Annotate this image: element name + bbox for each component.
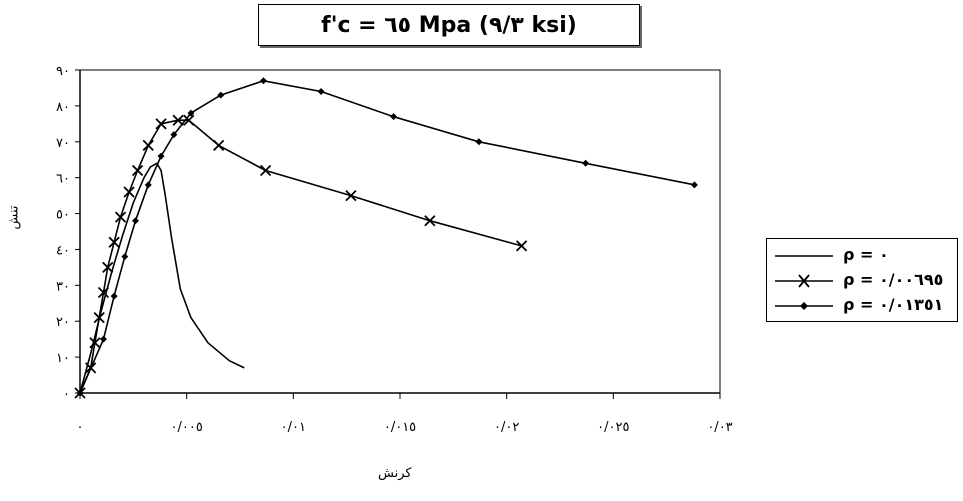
data-point xyxy=(93,311,105,324)
chart-title: f'c = ٦٥ Mpa (٩/٣ ksi) xyxy=(321,12,577,38)
series-line-2 xyxy=(79,80,695,394)
data-point xyxy=(259,77,267,85)
x-tick-label: ٠/٠٢٥ xyxy=(597,420,629,435)
legend-entry-0: ρ = ٠ xyxy=(773,244,953,268)
data-point xyxy=(110,292,118,300)
chart-title-box: f'c = ٦٥ Mpa (٩/٣ ksi) xyxy=(258,4,640,46)
series-layer xyxy=(74,77,698,399)
data-point xyxy=(131,217,139,225)
y-tick-label: ٤٠ xyxy=(56,243,70,258)
legend: ρ = ٠ ρ = ٠/٠٠٦٩٥ ρ = ٠/٠١٣٥١ xyxy=(766,238,958,322)
data-point xyxy=(582,159,590,167)
legend-swatch-1 xyxy=(775,274,833,288)
y-axis-title: تنش xyxy=(6,205,22,230)
data-point xyxy=(108,236,120,248)
data-point xyxy=(259,164,272,177)
y-ticks: ٠ ١٠ ٢٠ ٣٠ ٤٠ ٥٠ ٦٠ ٧٠ ٨٠ ٩٠ xyxy=(56,64,80,402)
data-point xyxy=(144,181,152,189)
y-tick-label: ٩٠ xyxy=(56,64,70,79)
plot-area xyxy=(79,69,721,394)
data-point xyxy=(155,118,167,130)
data-point xyxy=(690,181,698,189)
data-point xyxy=(121,253,129,261)
data-point xyxy=(97,286,110,299)
y-tick-label: ٣٠ xyxy=(56,279,70,294)
legend-entry-2: ρ = ٠/٠١٣٥١ xyxy=(773,294,953,318)
data-point xyxy=(157,152,165,160)
x-tick-label: ٠ xyxy=(77,420,84,435)
data-point xyxy=(183,114,195,126)
series-line-0 xyxy=(79,162,245,394)
data-point xyxy=(217,91,225,99)
data-point xyxy=(102,261,114,274)
data-point xyxy=(170,131,178,139)
legend-label-1: ρ = ٠/٠٠٦٩٥ xyxy=(843,270,944,289)
x-tick-label: ٠/٠١٥ xyxy=(384,420,416,435)
y-tick-label: ١٠ xyxy=(56,351,70,366)
x-tick-label: ٠/٠١ xyxy=(281,420,306,435)
y-tick-label: ٥٠ xyxy=(56,208,70,223)
legend-label-0: ρ = ٠ xyxy=(843,245,889,264)
data-point xyxy=(76,389,84,397)
data-point xyxy=(213,139,225,152)
legend-swatch-2 xyxy=(775,302,833,310)
legend-label-2: ρ = ٠/٠١٣٥١ xyxy=(843,295,944,314)
data-point xyxy=(114,211,127,223)
data-point xyxy=(187,109,195,117)
data-point xyxy=(142,139,154,152)
data-point xyxy=(515,240,528,252)
data-point xyxy=(390,113,398,121)
y-tick-label: ٢٠ xyxy=(56,315,70,330)
data-point xyxy=(345,189,357,202)
series-0 xyxy=(79,162,245,394)
y-tick-label: ٨٠ xyxy=(56,100,70,115)
data-point xyxy=(317,88,325,96)
x-tick-label: ٠/٠٠٥ xyxy=(171,420,203,435)
x-axis-title: کرنش xyxy=(378,466,412,481)
y-tick-label: ٦٠ xyxy=(56,172,70,187)
y-tick-label: ٧٠ xyxy=(56,136,70,151)
data-point xyxy=(99,335,107,343)
legend-swatch-0 xyxy=(775,255,833,257)
data-point xyxy=(424,215,436,227)
x-tick-label: ٠/٠٣ xyxy=(707,420,732,435)
data-point xyxy=(89,337,101,349)
series-1 xyxy=(74,114,528,399)
x-tick-label: ٠/٠٢ xyxy=(494,420,519,435)
legend-entry-1: ρ = ٠/٠٠٦٩٥ xyxy=(773,269,953,293)
data-point xyxy=(475,138,483,146)
data-point xyxy=(131,164,144,177)
data-point xyxy=(172,114,184,126)
y-tick-label: ٠ xyxy=(63,387,70,402)
x-ticks: ٠ ٠/٠٠٥ ٠/٠١ ٠/٠١٥ ٠/٠٢ ٠/٠٢٥ ٠/٠٣ xyxy=(77,393,733,435)
data-point xyxy=(123,186,135,198)
series-2 xyxy=(76,77,698,397)
